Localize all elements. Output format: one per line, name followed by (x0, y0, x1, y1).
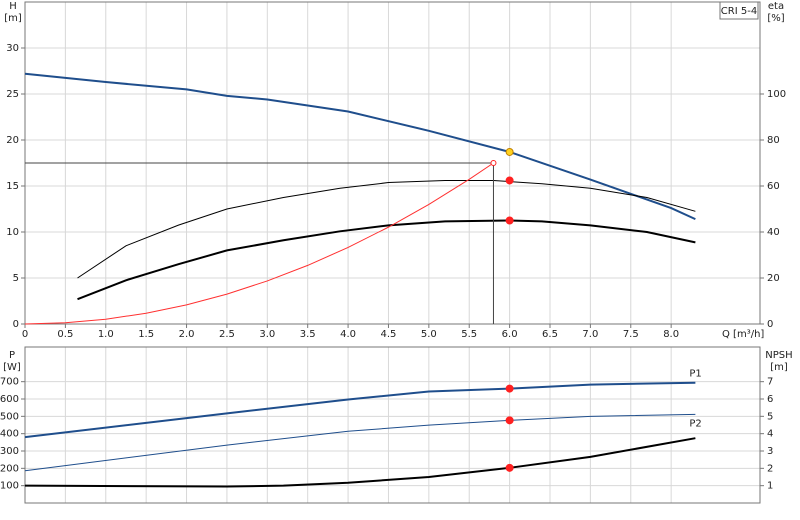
data-point (505, 463, 514, 472)
series-line (24, 162, 494, 325)
series-line (77, 179, 696, 279)
x-tick-label: 5.5 (461, 329, 477, 340)
y-tick-label: 0 (13, 319, 19, 330)
y2-tick-label: 40 (767, 227, 780, 238)
y-tick-label: 600 (0, 394, 19, 405)
y-axis-unit: [m] (4, 13, 22, 24)
y2-tick-label: 7 (767, 377, 773, 388)
y-tick-label: 10 (6, 227, 19, 238)
x-tick-label: 0.5 (57, 329, 73, 340)
y-tick-label: 300 (0, 446, 19, 457)
y-tick-label: 15 (6, 181, 19, 192)
data-point (505, 416, 514, 425)
x-tick-label: 6.5 (542, 329, 558, 340)
y2-tick-label: 2 (767, 463, 773, 474)
x-tick-label: 6.0 (502, 329, 518, 340)
y-tick-label: 700 (0, 377, 19, 388)
y2-tick-label: 0 (767, 319, 773, 330)
y-tick-label: 100 (0, 481, 19, 492)
y2-tick-label: 4 (767, 429, 773, 440)
y-tick-label: 20 (6, 135, 19, 146)
y2-axis-label: eta (768, 1, 784, 12)
series-line (24, 437, 696, 488)
x-tick-label: 5.0 (421, 329, 437, 340)
y2-tick-label: 1 (767, 481, 773, 492)
series-line (77, 219, 696, 301)
series-line (24, 413, 696, 472)
data-point (490, 160, 497, 166)
y-tick-label: 5 (13, 273, 19, 284)
x-tick-label: 7.5 (623, 329, 639, 340)
x-tick-label: 4.5 (381, 329, 397, 340)
series-line (24, 72, 696, 221)
x-tick-label: 1.0 (98, 329, 114, 340)
data-point (505, 147, 514, 156)
data-point (505, 216, 514, 225)
y-tick-label: 400 (0, 429, 19, 440)
y-tick-label: 200 (0, 463, 19, 474)
x-tick-label: 8.0 (663, 329, 679, 340)
x-tick-label: 2.5 (219, 329, 235, 340)
y2-tick-label: 3 (767, 446, 773, 457)
plot-frame (24, 346, 761, 504)
y-tick-label: 30 (6, 43, 19, 54)
y-axis-unit: [W] (3, 362, 21, 373)
y2-axis-unit: [%] (767, 13, 784, 24)
series-label: P1 (689, 369, 701, 380)
chart-title: CRI 5-4 (721, 6, 757, 17)
x-tick-label: 2.0 (179, 329, 195, 340)
y-tick-label: 500 (0, 411, 19, 422)
y2-tick-label: 80 (767, 135, 780, 146)
y2-axis-unit: [m] (770, 362, 788, 373)
y2-tick-label: 5 (767, 411, 773, 422)
series-line (25, 162, 494, 324)
x-tick-label: 0 (22, 329, 28, 340)
series-label: P2 (689, 418, 701, 429)
x-tick-label: 7.0 (582, 329, 598, 340)
y-tick-label: 25 (6, 89, 19, 100)
y2-tick-label: 6 (767, 394, 773, 405)
x-tick-label: 1.5 (138, 329, 154, 340)
x-tick-label: 3.5 (300, 329, 316, 340)
y2-tick-label: 20 (767, 273, 780, 284)
x-tick-label: 3.0 (259, 329, 275, 340)
y-axis-label: H (9, 1, 17, 12)
series-line (24, 381, 696, 439)
data-point (505, 384, 514, 393)
x-tick-label: 4.0 (340, 329, 356, 340)
y2-tick-label: 60 (767, 181, 780, 192)
y2-tick-label: 100 (767, 89, 786, 100)
x-axis-label: Q [m³/h] (722, 329, 764, 340)
y-axis-label: P (9, 350, 15, 361)
data-point (505, 176, 514, 185)
y2-axis-label: NPSH (765, 350, 792, 361)
